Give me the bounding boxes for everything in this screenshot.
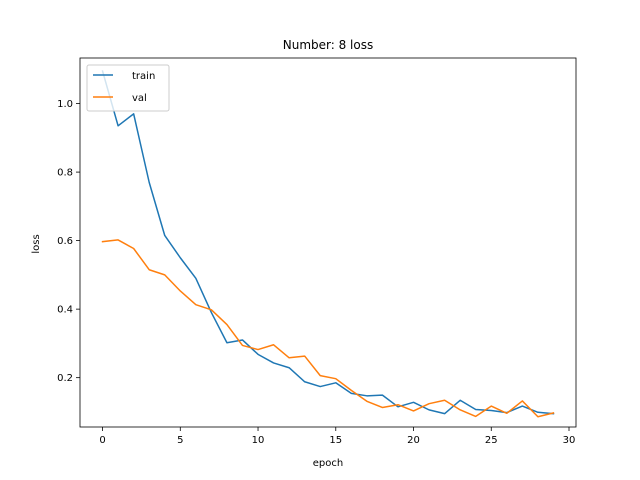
series-line-val (101, 239, 555, 418)
legend-label-train: train (132, 71, 155, 82)
chart-title: Number: 8 loss (283, 38, 373, 52)
legend-box (86, 64, 170, 112)
x-tick-label: 20 (407, 435, 420, 446)
y-tick-label: 0.8 (57, 168, 73, 179)
y-tick-label: 0.2 (57, 373, 73, 384)
y-tick-label: 1.0 (57, 99, 73, 110)
series-layer (101, 70, 555, 418)
y-tick-label: 0.4 (57, 305, 73, 316)
x-axis: 0 5 10 15 20 25 30 (99, 427, 575, 446)
x-tick-label: 25 (485, 435, 498, 446)
x-tick-label: 30 (563, 435, 576, 446)
x-tick-label: 10 (252, 435, 265, 446)
legend: train val (86, 64, 170, 112)
plot-frame (79, 57, 577, 428)
x-axis-label: epoch (313, 458, 343, 469)
plot-area (79, 57, 577, 428)
y-tick-label: 0.6 (57, 236, 73, 247)
y-axis-label: loss (31, 234, 42, 253)
y-axis: 0.2 0.4 0.6 0.8 1.0 (57, 99, 80, 384)
x-tick-label: 15 (329, 435, 342, 446)
x-tick-label: 0 (99, 435, 105, 446)
series-line-train (101, 70, 555, 415)
legend-label-val: val (132, 93, 147, 104)
x-tick-label: 5 (177, 435, 183, 446)
